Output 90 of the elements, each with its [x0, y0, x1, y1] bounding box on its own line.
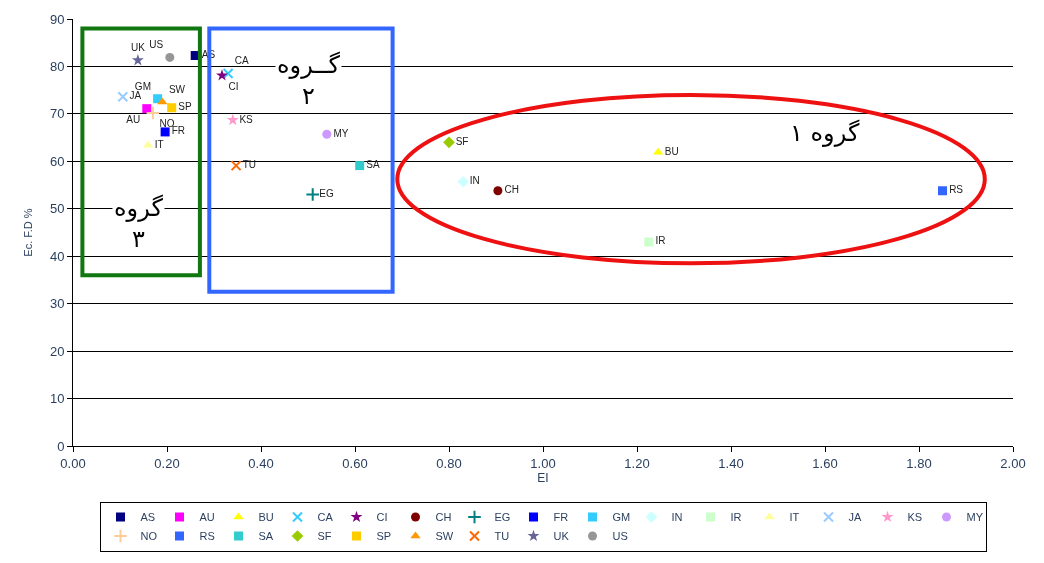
- point: [305, 187, 320, 202]
- legend-label: UK: [553, 530, 570, 543]
- point: [226, 113, 239, 126]
- x-tick-label: 0.00: [60, 455, 86, 471]
- legend-label: AU: [199, 511, 215, 524]
- x-tick-label: 0.80: [436, 455, 462, 471]
- legend-label: CI: [376, 511, 388, 524]
- legend-label: AS: [140, 511, 156, 524]
- point: [167, 103, 177, 113]
- y-tick-label: 50: [49, 201, 65, 217]
- legend-label: IR: [730, 511, 742, 524]
- legend-label: NO: [140, 530, 158, 543]
- legend-label: TU: [494, 530, 510, 543]
- text: TU: [242, 159, 257, 171]
- text: GM: [134, 80, 151, 92]
- y-tick-label: 40: [49, 248, 65, 264]
- text: SF: [455, 135, 469, 147]
- y-tick-label: 0: [57, 438, 65, 454]
- point: [457, 175, 469, 188]
- text: BU: [664, 145, 679, 157]
- y-tick-label: 10: [49, 391, 65, 407]
- x-tick-label: 1.20: [624, 455, 650, 471]
- legend-label: SA: [258, 530, 274, 543]
- legend-label: KS: [907, 511, 923, 524]
- legend-label: FR: [553, 511, 569, 524]
- y-tick-label: 70: [49, 106, 65, 122]
- legend-label: CH: [435, 511, 452, 524]
- text: JA: [129, 90, 142, 102]
- text: SP: [178, 101, 192, 113]
- x-tick-label: 0.40: [248, 455, 274, 471]
- legend-label: RS: [199, 530, 215, 543]
- point: [493, 186, 503, 196]
- text: SA: [366, 159, 380, 171]
- y-tick-label: 60: [49, 153, 65, 169]
- point: [131, 53, 144, 66]
- point: [160, 127, 170, 137]
- y-tick-label: 30: [49, 296, 65, 312]
- legend-label: BU: [258, 511, 274, 524]
- text: IN: [469, 175, 480, 187]
- x-axis-title: EI: [537, 470, 549, 485]
- point: [355, 161, 365, 171]
- text: MY: [333, 127, 349, 139]
- point: [443, 136, 455, 149]
- x-tick-label: 1.00: [530, 455, 556, 471]
- x-tick-label: 2.00: [1000, 455, 1026, 471]
- x-tick-label: 0.60: [342, 455, 368, 471]
- text: KS: [239, 113, 253, 125]
- point: [142, 104, 152, 114]
- text: RS: [949, 184, 964, 196]
- text: CH: [504, 184, 519, 196]
- text: EG: [319, 188, 334, 200]
- annotation: گــروه ۲: [277, 51, 341, 111]
- legend-label: MY: [966, 511, 984, 524]
- x-tick-label: 1.60: [812, 455, 838, 471]
- legend-label: IT: [789, 511, 800, 524]
- y-tick-label: 80: [49, 58, 65, 74]
- text: IT: [154, 138, 164, 150]
- x-tick-label: 1.40: [718, 455, 744, 471]
- text: AU: [126, 113, 141, 125]
- text: SW: [168, 83, 186, 95]
- legend-label: JA: [848, 511, 862, 524]
- x-tick-label: 1.80: [906, 455, 932, 471]
- text: US: [149, 39, 164, 51]
- legend-label: IN: [671, 511, 683, 524]
- text: CI: [228, 80, 239, 92]
- text: CA: [234, 55, 249, 67]
- point: [938, 186, 947, 196]
- point: [230, 160, 242, 172]
- y-tick-label: 20: [49, 343, 65, 359]
- legend-label: US: [612, 530, 628, 543]
- point: [644, 237, 654, 247]
- legend-label: SW: [435, 530, 454, 543]
- legend-label: EG: [494, 511, 511, 524]
- point: [157, 97, 168, 105]
- legend-label: CA: [317, 511, 334, 524]
- legend-label: SP: [376, 530, 392, 543]
- point: [165, 52, 175, 62]
- text: IR: [655, 235, 666, 247]
- annotation: گروه ۱: [790, 119, 860, 147]
- point: [222, 68, 234, 80]
- annotation: گروه ۳: [114, 194, 164, 254]
- point: [117, 91, 129, 103]
- legend-label: GM: [612, 511, 631, 524]
- y-axis-title: Ec. F.D %: [21, 208, 34, 257]
- y-tick-label: 90: [49, 11, 65, 27]
- legend-label: SF: [317, 530, 332, 543]
- point: [322, 129, 332, 139]
- point: [145, 105, 161, 121]
- x-tick-label: 0.20: [154, 455, 180, 471]
- text: UK: [130, 42, 145, 54]
